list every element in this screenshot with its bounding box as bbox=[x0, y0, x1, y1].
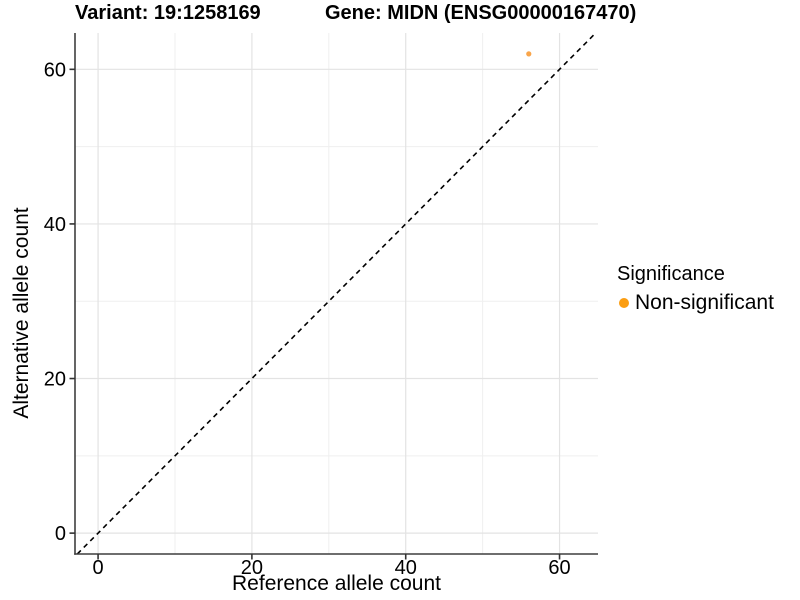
gene-title: Gene: MIDN (ENSG00000167470) bbox=[325, 2, 637, 24]
svg-text:0: 0 bbox=[55, 523, 66, 545]
svg-text:40: 40 bbox=[44, 214, 66, 236]
svg-text:60: 60 bbox=[548, 557, 570, 579]
variant-title: Variant: 19:1258169 bbox=[75, 2, 261, 24]
legend-point-icon bbox=[619, 298, 629, 308]
svg-text:40: 40 bbox=[395, 557, 417, 579]
x-axis-title: Reference allele count bbox=[232, 572, 441, 595]
svg-text:20: 20 bbox=[241, 557, 263, 579]
legend-item: Non-significant bbox=[612, 291, 774, 315]
legend: Significance Non-significant bbox=[612, 263, 774, 315]
y-axis-title: Alternative allele count bbox=[10, 207, 33, 419]
legend-item-label: Non-significant bbox=[635, 291, 774, 314]
legend-title: Significance bbox=[617, 263, 725, 285]
svg-text:60: 60 bbox=[44, 59, 66, 81]
svg-text:20: 20 bbox=[44, 369, 66, 391]
svg-text:0: 0 bbox=[93, 557, 104, 579]
